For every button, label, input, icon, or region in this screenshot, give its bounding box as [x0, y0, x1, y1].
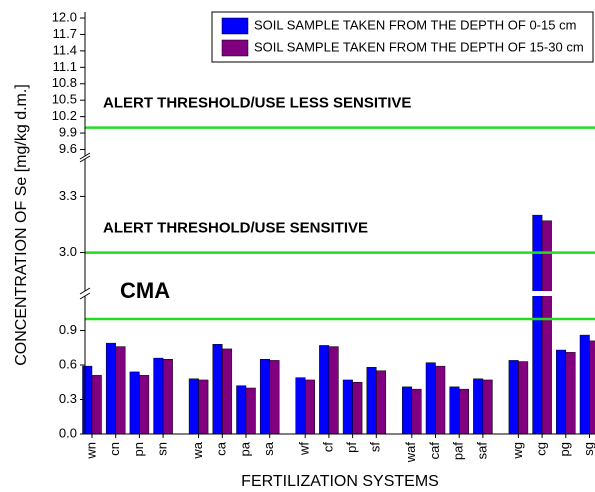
- bar: [449, 386, 460, 435]
- x-tick-label: cg: [534, 442, 549, 456]
- bar: [304, 379, 315, 435]
- bar: [91, 375, 102, 435]
- x-tick-label: wn: [83, 442, 98, 460]
- legend-swatch: [221, 17, 249, 35]
- legend-box: [211, 11, 594, 63]
- y-tick-label: 10.8: [52, 75, 77, 90]
- axis-break: [82, 156, 88, 159]
- x-tick-label: paf: [451, 442, 466, 460]
- annotation: CMA: [120, 278, 170, 303]
- bar: [473, 378, 484, 435]
- bar: [366, 367, 377, 435]
- y-tick-label: 11.4: [53, 42, 77, 57]
- break-mark: [79, 292, 91, 300]
- y-axis-label: CONCENTRATION OF Se [mg/kg d.m.]: [13, 84, 30, 366]
- bar: [342, 379, 353, 435]
- bar: [245, 387, 256, 435]
- bar: [259, 359, 270, 435]
- y-tick-label: 9.6: [59, 141, 77, 156]
- legend-label: SOIL SAMPLE TAKEN FROM THE DEPTH OF 0-15…: [254, 17, 576, 32]
- bar: [82, 365, 93, 435]
- annotation: ALERT THRESHOLD/USE SENSITIVE: [103, 220, 368, 237]
- bar: [352, 382, 363, 435]
- bar: [162, 359, 173, 435]
- y-tick-label: 12.0: [52, 9, 77, 24]
- break-mark: [79, 155, 91, 163]
- bar: [198, 379, 209, 435]
- bar: [508, 360, 519, 435]
- y-tick-label: 0.6: [59, 356, 77, 371]
- y-tick-label: 9.9: [59, 125, 77, 140]
- bar: [129, 371, 140, 435]
- bar: [532, 214, 543, 435]
- x-tick-label: sf: [368, 442, 383, 453]
- x-tick-label: cn: [107, 442, 122, 456]
- x-tick-label: caf: [427, 442, 442, 460]
- x-tick-label: waf: [403, 442, 418, 464]
- x-tick-label: wg: [510, 442, 525, 460]
- x-tick-label: sa: [261, 441, 276, 456]
- bar: [139, 375, 150, 435]
- x-tick-label: pg: [557, 442, 572, 456]
- x-tick-label: pn: [131, 442, 146, 456]
- bar: [435, 365, 446, 435]
- y-tick-label: 0.3: [59, 391, 77, 406]
- bar: [319, 345, 330, 435]
- bar: [269, 360, 280, 435]
- bar: [482, 379, 493, 435]
- break-mark: [79, 287, 91, 295]
- axis-break: [75, 291, 595, 296]
- y-tick-label: 0.9: [59, 322, 77, 337]
- bar: [222, 348, 233, 435]
- bar: [212, 344, 223, 435]
- x-tick-label: saf: [474, 442, 489, 460]
- bar: [105, 342, 116, 435]
- y-tick-label: 3.0: [59, 244, 77, 259]
- break-mark: [79, 152, 91, 160]
- annotation: ALERT THRESHOLD/USE LESS SENSITIVE: [103, 95, 411, 112]
- bar: [402, 386, 413, 435]
- legend-swatch: [221, 39, 249, 57]
- bar: [376, 370, 387, 435]
- bar: [458, 388, 469, 435]
- x-tick-label: sg: [581, 442, 595, 456]
- bar: [556, 349, 567, 435]
- bar: [579, 334, 590, 435]
- x-tick-label: pa: [237, 441, 252, 456]
- axis-break: [75, 156, 595, 159]
- x-tick-label: wf: [297, 442, 312, 456]
- x-tick-label: ca: [214, 441, 229, 456]
- y-tick-label: 11.7: [53, 26, 77, 41]
- y-tick-label: 3.3: [59, 188, 77, 203]
- bar: [188, 378, 199, 435]
- bar: [153, 357, 164, 435]
- bar: [328, 346, 339, 435]
- legend-label: SOIL SAMPLE TAKEN FROM THE DEPTH OF 15-3…: [254, 39, 584, 54]
- y-tick-label: 10.2: [52, 108, 77, 123]
- bar: [589, 340, 595, 435]
- bar: [411, 388, 422, 435]
- axis-break: [82, 291, 88, 296]
- y-tick-label: 0.0: [59, 425, 77, 440]
- bar: [565, 352, 576, 435]
- x-axis-label: FERTILIZATION SYSTEMS: [241, 473, 439, 490]
- y-tick-label: 10.5: [52, 92, 77, 107]
- bar: [295, 377, 306, 435]
- x-tick-label: pf: [344, 442, 359, 453]
- bar: [518, 361, 529, 435]
- bar: [115, 346, 126, 435]
- y-tick-label: 11.1: [53, 59, 77, 74]
- x-tick-label: wa: [190, 441, 205, 459]
- x-tick-label: cf: [320, 442, 335, 453]
- bar: [236, 385, 247, 435]
- bar: [425, 362, 436, 435]
- x-tick-label: sn: [155, 442, 170, 456]
